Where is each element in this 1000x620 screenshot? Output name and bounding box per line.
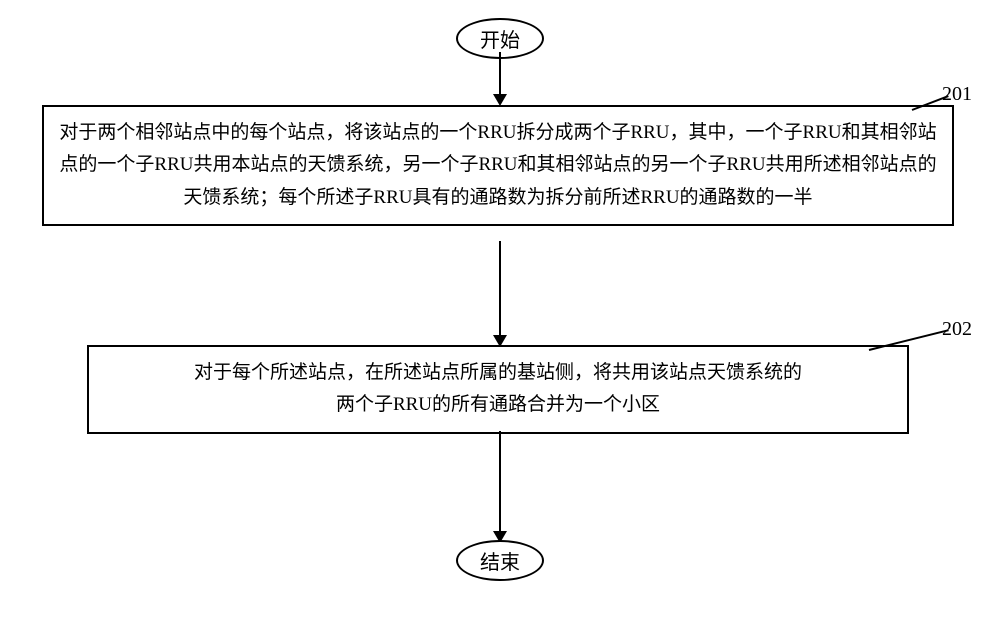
flow-step-2: 对于每个所述站点，在所述站点所属的基站侧，将共用该站点天馈系统的 两个子RRU的… — [87, 345, 909, 434]
flow-step-2-text-line2: 两个子RRU的所有通路合并为一个小区 — [336, 394, 660, 415]
step-number-202: 202 — [942, 318, 972, 341]
arrow-3-line — [499, 431, 501, 531]
flow-step-2-text-line1: 对于每个所述站点，在所述站点所属的基站侧，将共用该站点天馈系统的 — [194, 362, 802, 383]
flow-step-1-text: 对于两个相邻站点中的每个站点，将该站点的一个RRU拆分成两个子RRU，其中，一个… — [59, 122, 936, 208]
step-number-201: 201 — [942, 83, 972, 106]
flow-step-1: 对于两个相邻站点中的每个站点，将该站点的一个RRU拆分成两个子RRU，其中，一个… — [42, 105, 954, 226]
flow-end-label: 结束 — [480, 552, 520, 574]
arrow-1-line — [499, 52, 501, 94]
flow-end: 结束 — [456, 540, 544, 581]
flow-start-label: 开始 — [480, 30, 520, 52]
arrow-2-line — [499, 241, 501, 335]
